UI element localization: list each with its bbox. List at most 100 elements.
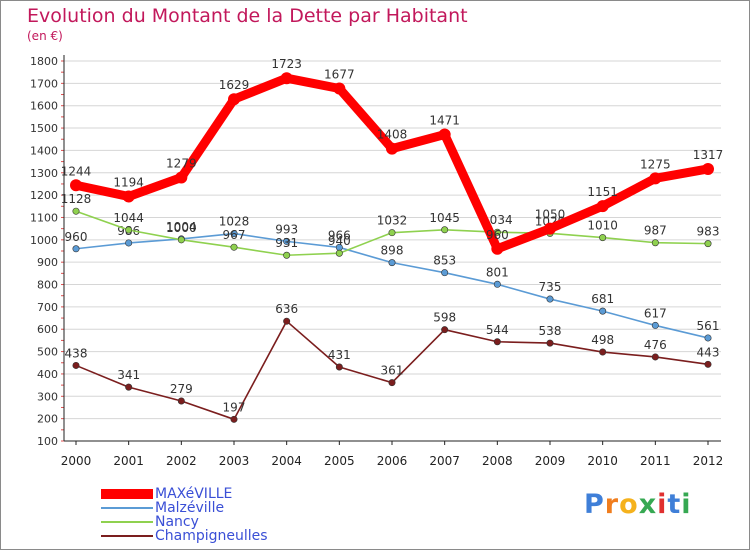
data-point-maxville-2006	[386, 142, 398, 155]
x-tick-label-2010: 2010	[587, 454, 618, 468]
data-point-nancy-2002	[177, 236, 185, 244]
series-maxville: 1244 1194 1279 1629 1723 1677 1408 1471 960 1050 1…	[61, 57, 724, 255]
data-label-maxville-2003: 1629	[219, 78, 250, 92]
data-point-nancy-2011	[651, 239, 659, 247]
x-tick-label-2003: 2003	[219, 454, 250, 468]
y-tick-label-1200: 1200	[30, 189, 58, 202]
data-point-champigneulles-2004	[283, 317, 291, 325]
logo-letter: o	[619, 489, 639, 520]
data-point-champigneulles-2001	[125, 383, 133, 391]
x-tick-label-2011: 2011	[640, 454, 671, 468]
data-point-champigneulles-2005	[335, 363, 343, 371]
x-tick-label-2009: 2009	[535, 454, 566, 468]
data-label-maxville-2000: 1244	[61, 164, 92, 178]
y-tick-label-300: 300	[37, 390, 58, 403]
x-tick-label-2004: 2004	[271, 454, 302, 468]
data-label-malzville-2012: 561	[697, 319, 720, 333]
legend-label-champigneulles: Champigneulles	[155, 528, 268, 544]
chart-subtitle: (en €)	[27, 29, 63, 43]
data-label-champigneulles-2002: 279	[170, 382, 193, 396]
data-point-maxville-2010	[596, 200, 609, 213]
data-point-nancy-2007	[441, 226, 449, 234]
data-point-champigneulles-2000	[72, 361, 80, 369]
legend-swatch-maxeville	[101, 489, 153, 499]
y-tick-label-1000: 1000	[30, 234, 58, 247]
data-point-malzville-2004	[283, 237, 291, 245]
data-label-nancy-2004: 931	[275, 236, 298, 250]
data-label-maxville-2001: 1194	[113, 175, 144, 189]
data-label-maxville-2007: 1471	[429, 114, 460, 128]
data-label-champigneulles-2012: 443	[697, 345, 720, 359]
data-label-malzville-2002: 1004	[166, 220, 197, 234]
data-label-nancy-2001: 1044	[113, 211, 144, 225]
data-point-champigneulles-2006	[388, 379, 396, 387]
legend-label-malzeville: Malzéville	[155, 500, 225, 516]
data-point-malzville-2000	[72, 245, 80, 253]
data-label-nancy-2010: 1010	[587, 219, 618, 233]
y-tick-label-900: 900	[37, 256, 58, 269]
legend-swatch-champigneulles	[101, 535, 153, 537]
data-label-champigneulles-2006: 361	[381, 364, 404, 378]
data-label-malzville-2000: 960	[65, 230, 88, 244]
data-label-malzville-2011: 617	[644, 306, 667, 320]
data-label-champigneulles-2007: 598	[433, 311, 456, 325]
data-label-malzville-2007: 853	[433, 254, 456, 268]
data-label-nancy-2006: 1032	[377, 214, 408, 228]
x-tick-label-2000: 2000	[61, 454, 92, 468]
logo-letter: t	[667, 489, 682, 520]
legend-label-nancy: Nancy	[155, 514, 199, 530]
data-label-maxville-2009: 1050	[535, 208, 566, 222]
data-point-maxville-2007	[438, 128, 451, 141]
data-label-maxville-2006: 1408	[377, 128, 408, 142]
y-tick-label-1300: 1300	[30, 167, 58, 180]
y-tick-label-200: 200	[37, 413, 58, 426]
data-label-maxville-2008: 960	[486, 228, 509, 242]
x-tick-label-2001: 2001	[113, 454, 144, 468]
data-point-maxville-2012	[702, 162, 714, 175]
data-point-nancy-2001	[125, 226, 133, 234]
data-point-malzville-2006	[388, 259, 396, 267]
data-label-maxville-2010: 1151	[587, 185, 618, 199]
data-point-malzville-2010	[599, 307, 607, 315]
x-tick-label-2007: 2007	[429, 454, 460, 468]
data-point-maxville-2011	[649, 172, 662, 185]
data-label-nancy-2005: 940	[328, 234, 351, 248]
logo-letter: x	[638, 489, 658, 520]
data-label-maxville-2005: 1677	[324, 67, 355, 81]
data-label-champigneulles-2004: 636	[275, 302, 298, 316]
data-label-champigneulles-2009: 538	[539, 324, 562, 338]
chart-title: Evolution du Montant de la Dette par Hab…	[27, 5, 468, 27]
data-point-maxville-2009	[544, 222, 556, 235]
x-tick-label-2012: 2012	[693, 454, 724, 468]
data-label-champigneulles-2005: 431	[328, 348, 351, 362]
data-point-malzville-2008	[493, 280, 501, 288]
legend-swatch-nancy	[101, 521, 153, 523]
logo-letter: i	[681, 489, 692, 520]
data-point-champigneulles-2003	[230, 415, 238, 423]
x-tick-label-2005: 2005	[324, 454, 355, 468]
y-tick-label-1800: 1800	[30, 55, 58, 68]
data-point-maxville-2000	[70, 179, 82, 192]
y-tick-label-500: 500	[37, 346, 58, 359]
logo-letter: i	[657, 489, 668, 520]
data-label-malzville-2005: 966	[328, 228, 351, 242]
data-label-malzville-2010: 681	[591, 292, 614, 306]
data-label-champigneulles-2010: 498	[591, 333, 614, 347]
logo-letter: P	[584, 489, 605, 520]
data-point-nancy-2005	[335, 249, 343, 257]
data-point-champigneulles-2009	[546, 339, 554, 347]
data-label-champigneulles-2011: 476	[644, 338, 667, 352]
legend-swatch-malzeville	[101, 507, 153, 509]
logo-letter: r	[604, 489, 620, 520]
y-tick-label-1100: 1100	[30, 211, 58, 224]
data-label-malzville-2008: 801	[486, 265, 509, 279]
data-point-malzville-2007	[441, 269, 449, 277]
data-label-nancy-2002: 1000	[166, 221, 197, 235]
data-label-champigneulles-2008: 544	[486, 323, 509, 337]
data-label-maxville-2012: 1317	[693, 148, 724, 162]
proxiti-logo: Proxiti	[584, 489, 692, 520]
data-point-champigneulles-2011	[651, 353, 659, 361]
data-point-nancy-2010	[599, 234, 607, 242]
